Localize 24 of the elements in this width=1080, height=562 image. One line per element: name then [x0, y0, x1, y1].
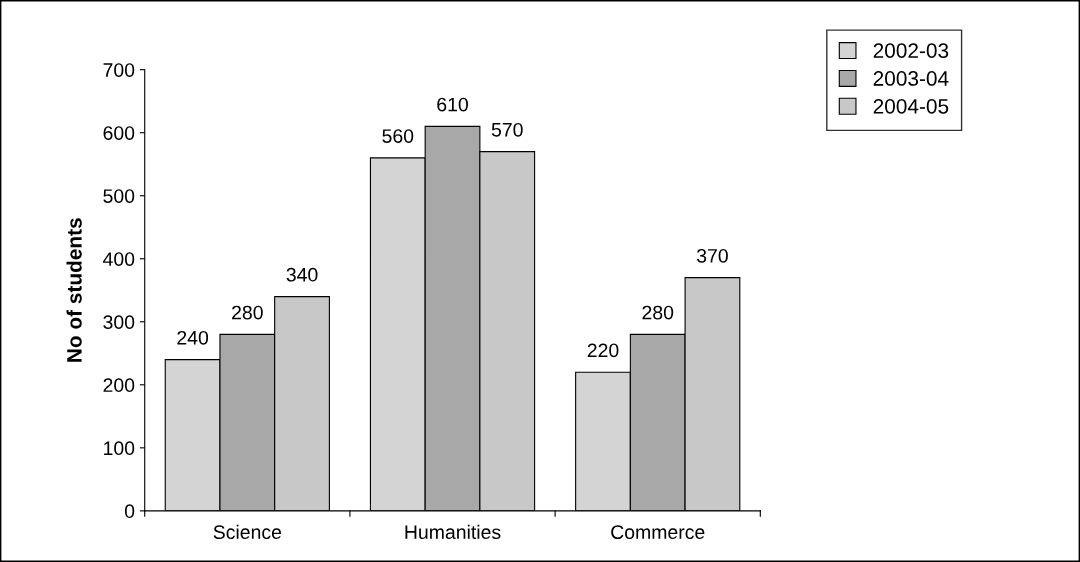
data-label: 240 — [177, 330, 209, 345]
y-tick-label: 0 — [124, 504, 135, 519]
data-label: 220 — [587, 343, 619, 358]
legend-label: 2004-05 — [873, 98, 949, 114]
y-tick-label: 100 — [104, 441, 135, 456]
y-axis-title: No of students — [66, 218, 82, 362]
y-tick-label: 400 — [103, 252, 135, 266]
legend-label: 2002-03 — [873, 43, 949, 58]
y-tick-label: 200 — [103, 378, 135, 393]
x-tick-label: Commerce — [611, 525, 705, 540]
data-label: 610 — [437, 97, 468, 112]
x-tick-label: Science — [213, 524, 282, 540]
data-label: 280 — [642, 305, 674, 320]
data-label: 570 — [491, 122, 523, 137]
legend-label: 2003-04 — [873, 71, 949, 86]
y-tick-label: 300 — [103, 315, 135, 330]
data-label: 280 — [232, 305, 263, 320]
data-label: 370 — [696, 248, 728, 263]
y-tick-label: 500 — [103, 189, 135, 203]
y-tick-label: 600 — [103, 126, 135, 140]
x-tick-label: Humanities — [405, 524, 501, 540]
data-label: 560 — [382, 129, 414, 143]
y-tick-label: 700 — [103, 63, 135, 77]
data-label: 340 — [286, 267, 318, 282]
